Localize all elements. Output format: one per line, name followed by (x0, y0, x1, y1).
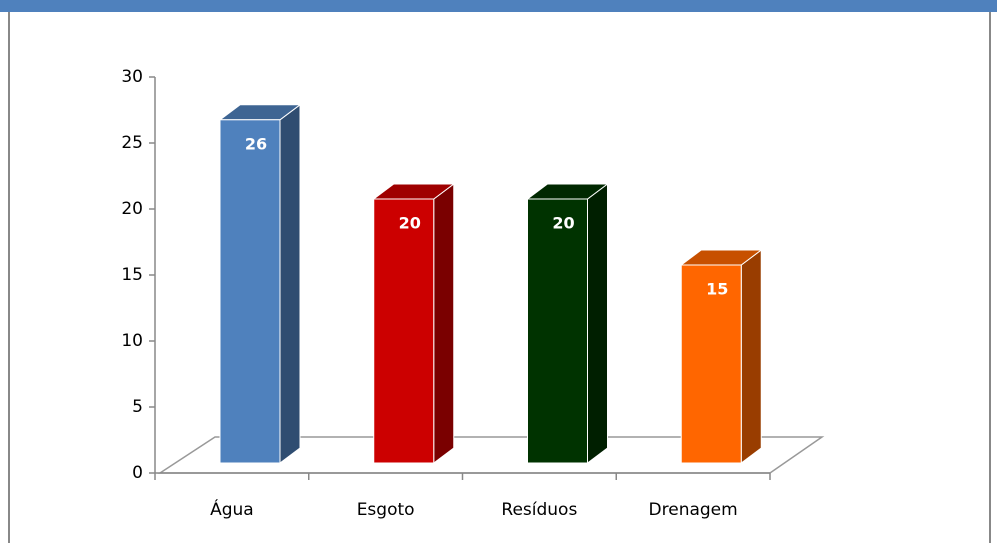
y-tick-label: 30 (121, 67, 143, 87)
top-band (0, 0, 997, 12)
value-label: 20 (399, 214, 421, 233)
bar (527, 198, 588, 464)
bar-side (433, 183, 455, 464)
y-tick-label: 15 (121, 265, 143, 285)
bar-side (740, 249, 762, 464)
y-tick-label: 0 (132, 463, 143, 483)
x-tick-label: Esgoto (357, 500, 415, 520)
value-label: 26 (245, 134, 267, 153)
bar-side (587, 183, 608, 464)
x-tick-label: Água (210, 498, 254, 520)
value-label: 15 (706, 280, 728, 299)
y-tick-label: 10 (121, 331, 143, 351)
bar-side (279, 103, 301, 464)
bar (219, 119, 281, 464)
x-tick-label: Drenagem (649, 500, 738, 520)
x-tick-label: Resíduos (501, 500, 577, 520)
y-tick-label: 20 (121, 199, 143, 219)
bar (373, 198, 435, 464)
value-label: 20 (552, 214, 574, 233)
y-tick-label: 5 (132, 397, 143, 417)
bar (680, 264, 742, 464)
y-tick-label: 25 (121, 133, 143, 153)
